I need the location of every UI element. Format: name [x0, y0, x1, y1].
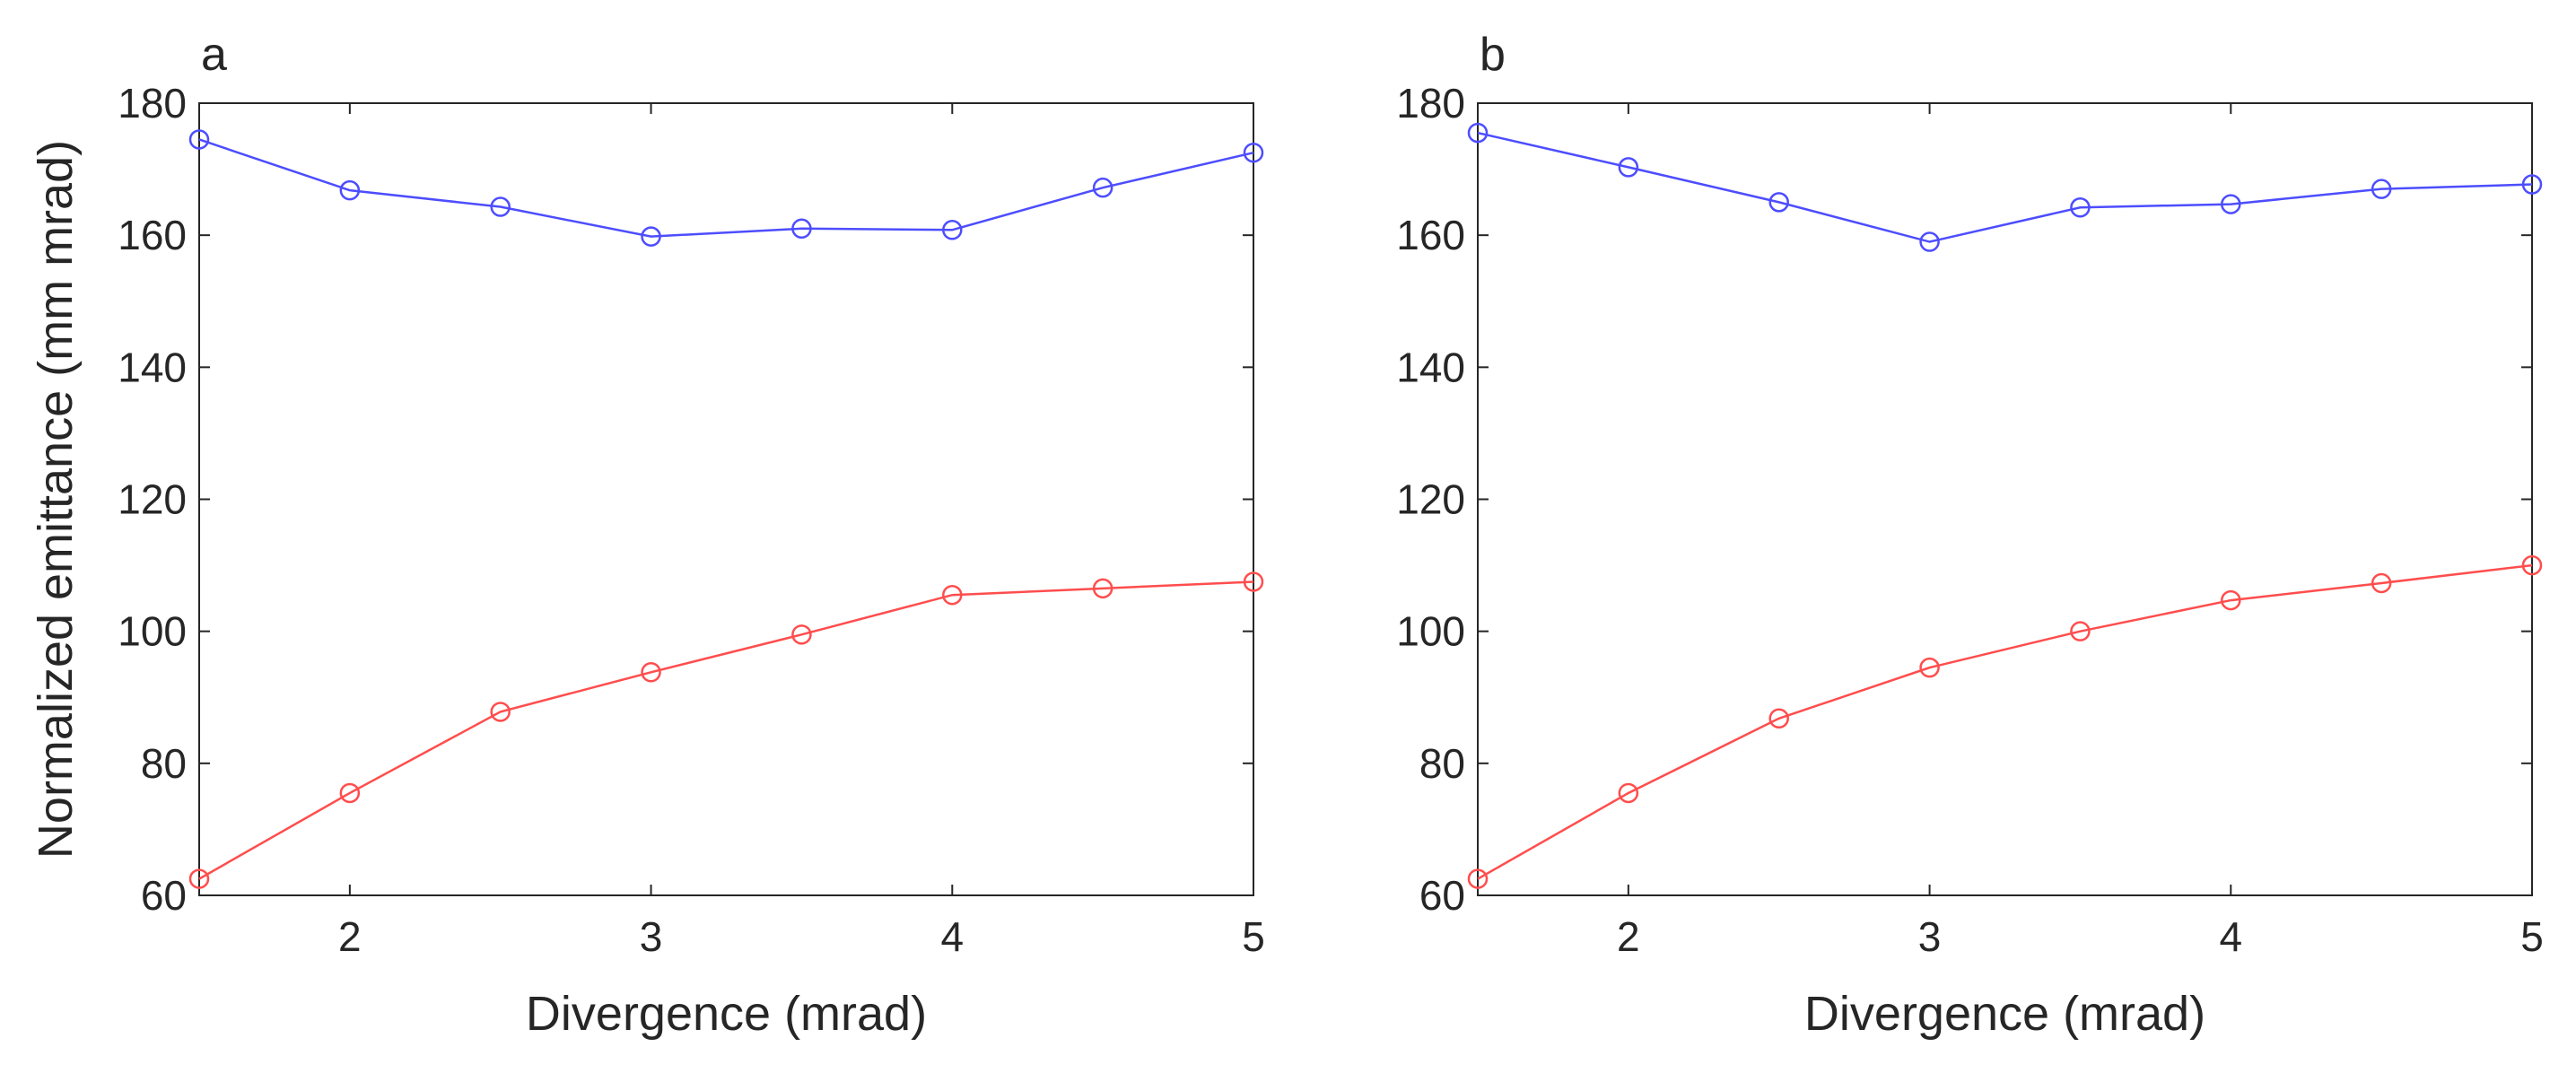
- y-tick-label: 140: [1396, 344, 1465, 390]
- plot-frame: [1477, 102, 2533, 896]
- panel-label: b: [1480, 29, 1506, 81]
- data-point-blue: [1092, 177, 1113, 198]
- x-tick-label: 3: [1918, 913, 1942, 960]
- x-tick-label: 3: [640, 913, 663, 960]
- data-point-blue: [2371, 179, 2392, 199]
- data-point-red: [1243, 571, 1264, 592]
- data-point-red: [942, 584, 963, 606]
- data-point-red: [1467, 868, 1489, 889]
- x-tick-label: 4: [2219, 913, 2242, 960]
- data-point-blue: [942, 220, 963, 240]
- chart-panel-b: 2 3 4 5 60 80 100 120 140 160 180 Divergence (mrad)…: [1396, 29, 2544, 1041]
- y-tick-label: 180: [1396, 80, 1465, 126]
- data-point-red: [1919, 657, 1940, 678]
- y-tick-label: 80: [141, 740, 187, 787]
- data-point-red: [1618, 782, 1639, 804]
- y-tick-label: 140: [118, 344, 187, 390]
- data-point-red: [339, 782, 361, 804]
- y-tick-label: 160: [1396, 212, 1465, 258]
- data-point-blue: [1618, 157, 1639, 178]
- data-point-blue: [641, 226, 661, 247]
- data-point-blue: [1467, 122, 1489, 144]
- data-point-blue: [1919, 231, 1940, 252]
- data-point-blue: [1768, 192, 1789, 213]
- data-point-red: [2521, 554, 2543, 576]
- y-tick-label: 160: [118, 212, 187, 258]
- x-axis-label: Divergence (mrad): [1804, 987, 2205, 1041]
- series-line-blue: [198, 138, 1254, 238]
- y-tick-label: 120: [1396, 476, 1465, 523]
- x-tick-label: 5: [2520, 913, 2544, 960]
- series-line-blue: [1477, 131, 2533, 243]
- data-point-blue: [2070, 197, 2091, 218]
- y-tick-label: 60: [141, 872, 187, 919]
- data-point-red: [791, 624, 812, 645]
- panel-label: a: [201, 29, 227, 81]
- data-point-red: [2371, 572, 2392, 594]
- y-tick-label: 100: [1396, 608, 1465, 655]
- chart-panel-a: 2 3 4 5 60 80 100 120 140 160 180 Divergence (mrad)…: [29, 29, 1265, 1041]
- x-axis-label: Divergence (mrad): [526, 987, 927, 1041]
- data-point-blue: [339, 179, 361, 201]
- data-point-blue: [2221, 194, 2241, 214]
- data-point-red: [2070, 621, 2091, 641]
- plot-frame: [198, 102, 1254, 896]
- data-point-red: [641, 662, 661, 683]
- data-point-red: [1768, 708, 1789, 729]
- x-tick-label: 5: [1242, 913, 1265, 960]
- y-axis-label: Normalized emittance (mm mrad): [29, 140, 83, 859]
- y-tick-label: 100: [118, 608, 187, 655]
- y-tick-label: 120: [118, 476, 187, 523]
- data-point-blue: [791, 218, 812, 240]
- x-tick-label: 2: [338, 913, 362, 960]
- data-point-red: [188, 868, 210, 889]
- data-point-red: [2221, 589, 2241, 611]
- data-point-blue: [490, 196, 511, 217]
- y-tick-label: 60: [1419, 872, 1465, 919]
- series-line-red: [1477, 563, 2533, 880]
- x-tick-label: 4: [940, 913, 964, 960]
- data-point-red: [1092, 578, 1113, 599]
- data-point-blue: [2521, 174, 2543, 195]
- y-tick-label: 180: [118, 80, 187, 126]
- data-point-blue: [1243, 142, 1264, 163]
- data-point-blue: [188, 129, 210, 150]
- data-point-red: [490, 702, 511, 722]
- x-tick-label: 2: [1617, 913, 1640, 960]
- y-tick-label: 80: [1419, 740, 1465, 787]
- series-line-red: [198, 580, 1254, 880]
